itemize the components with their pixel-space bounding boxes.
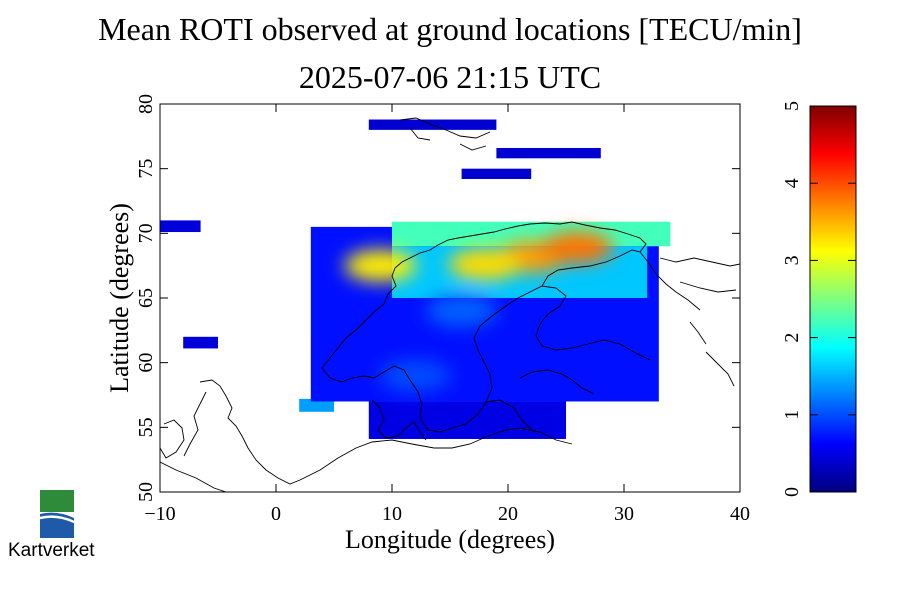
coastline-norway-west bbox=[321, 267, 411, 383]
y-tick-label: 80 bbox=[135, 94, 157, 114]
roti-cell bbox=[183, 336, 218, 349]
roti-hotspot bbox=[448, 248, 521, 281]
roti-cell bbox=[461, 168, 532, 180]
x-tick-label: 0 bbox=[271, 503, 281, 525]
y-axis: 50 55 60 65 70 75 80 bbox=[135, 94, 740, 502]
roti-cells bbox=[160, 119, 671, 439]
roti-cell bbox=[496, 147, 601, 159]
coastline-gulf-bothnia bbox=[529, 285, 651, 361]
y-tick-label: 50 bbox=[135, 482, 157, 502]
roti-cell bbox=[160, 220, 201, 233]
coastline-ireland bbox=[160, 419, 185, 459]
x-axis: −10 0 10 20 30 40 bbox=[144, 104, 750, 525]
y-tick-label: 75 bbox=[135, 159, 157, 179]
coastline-britain bbox=[183, 379, 301, 485]
roti-hotspot bbox=[541, 231, 614, 264]
y-tick-label: 65 bbox=[135, 288, 157, 308]
coastline-finland bbox=[541, 249, 701, 311]
roti-hotspots bbox=[344, 231, 614, 392]
roti-hotspot bbox=[425, 294, 498, 327]
x-tick-label: 10 bbox=[382, 503, 402, 525]
colorbar-tick-label: 5 bbox=[781, 101, 803, 111]
kartverket-logo bbox=[39, 490, 75, 538]
y-tick-label: 70 bbox=[135, 223, 157, 243]
logo-white-wave bbox=[39, 515, 75, 524]
coastline-baltic bbox=[485, 369, 595, 431]
x-axis-label: Longitude (degrees) bbox=[345, 525, 555, 554]
coastline-scandinavia bbox=[394, 221, 647, 269]
coastlines bbox=[160, 117, 740, 492]
coastline-denmark bbox=[371, 399, 427, 441]
chart-timestamp: 2025-07-06 21:15 UTC bbox=[298, 59, 602, 95]
x-tick-label: 40 bbox=[730, 503, 750, 525]
colorbar-tick-label: 3 bbox=[781, 255, 803, 265]
colorbar-tick-label: 4 bbox=[781, 178, 803, 188]
x-tick-label: 30 bbox=[614, 503, 634, 525]
colorbar-tick-label: 2 bbox=[781, 333, 803, 343]
colorbar bbox=[809, 105, 857, 493]
coastline-russia-north bbox=[659, 257, 740, 387]
roti-hotspot bbox=[379, 359, 452, 392]
coastline-sweden bbox=[409, 291, 531, 433]
colorbar-axis: 0 1 2 3 4 5 bbox=[781, 101, 856, 497]
roti-cell bbox=[299, 398, 334, 412]
x-tick-label: −10 bbox=[144, 503, 175, 525]
roti-hotspot bbox=[344, 249, 417, 282]
colorbar-tick-label: 0 bbox=[781, 487, 803, 497]
y-tick-label: 55 bbox=[135, 417, 157, 437]
coastline-svalbard bbox=[399, 117, 491, 151]
roti-cell bbox=[368, 401, 566, 439]
coastline-europe bbox=[160, 427, 573, 492]
y-axis-label: Latitude (degrees) bbox=[105, 203, 134, 393]
logo-green-block bbox=[40, 490, 74, 512]
colorbar-tick-label: 1 bbox=[781, 410, 803, 420]
chart-title: Mean ROTI observed at ground locations [… bbox=[98, 11, 802, 47]
x-tick-label: 20 bbox=[498, 503, 518, 525]
kartverket-logo-text: Kartverket bbox=[8, 540, 95, 561]
y-tick-label: 60 bbox=[135, 353, 157, 373]
